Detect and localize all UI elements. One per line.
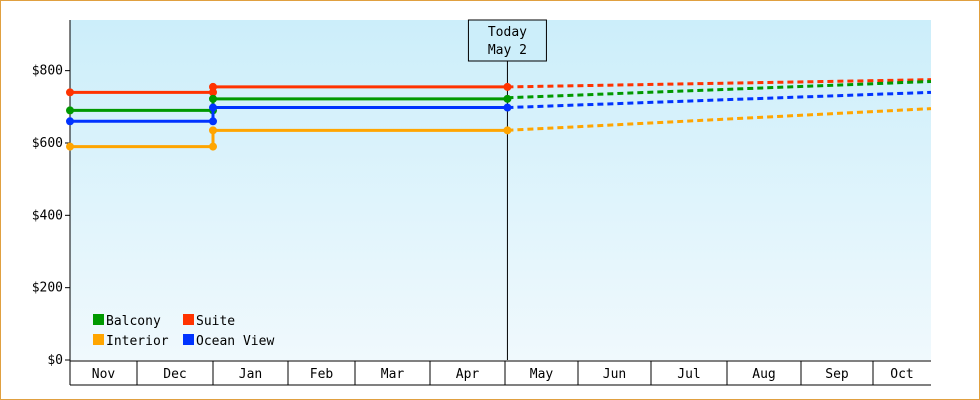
x-tick-label: Apr	[456, 367, 480, 382]
suite-forecast-line	[507, 78, 932, 89]
legend-swatch-balcony	[93, 314, 104, 325]
series-layer	[66, 78, 932, 151]
legend-label-interior: Interior	[106, 334, 169, 349]
y-tick-label: $0	[47, 353, 63, 368]
balcony-point	[209, 94, 217, 103]
series-ocean-view	[66, 90, 932, 126]
interior-point	[209, 142, 217, 151]
interior-point	[66, 142, 74, 151]
x-tick-label: Aug	[752, 367, 775, 382]
interior-point	[209, 126, 217, 135]
today-marker: Today May 2	[467, 19, 547, 360]
x-tick-label: Mar	[381, 367, 405, 382]
balcony-forecast-line	[507, 79, 932, 100]
suite-point	[209, 82, 217, 91]
interior-point	[503, 126, 512, 135]
legend-label-suite: Suite	[196, 314, 235, 329]
y-tick-label: $200	[32, 281, 63, 296]
legend: Balcony Suite Interior Ocean View	[93, 314, 274, 349]
today-box	[467, 19, 547, 62]
plot-area	[70, 20, 931, 360]
legend-label-ocean-view: Ocean View	[196, 334, 274, 349]
y-tick-label: $400	[32, 208, 63, 223]
x-tick-label: Jul	[677, 367, 700, 382]
x-tick-label: Feb	[310, 367, 334, 382]
x-tick-label: Oct	[890, 367, 913, 382]
series-suite	[66, 78, 932, 97]
ocean-view-point	[209, 103, 217, 112]
today-label: Today	[488, 25, 527, 40]
balcony-point	[66, 106, 74, 115]
month-axis: Nov Dec Jan Feb Mar Apr May Jun Jul Aug Sep Oct	[70, 360, 931, 386]
x-tick-label: Sep	[825, 367, 849, 382]
ocean-view-point	[209, 117, 217, 126]
ocean-view-point	[503, 103, 512, 112]
ocean-view-forecast-line	[507, 90, 932, 110]
x-tick-label: Dec	[163, 367, 186, 382]
legend-swatch-suite	[183, 314, 194, 325]
y-tick-label: $600	[32, 136, 63, 151]
y-tick-label: $800	[32, 64, 63, 79]
legend-swatch-ocean-view	[183, 334, 194, 345]
balcony-point	[503, 94, 512, 103]
legend-label-balcony: Balcony	[106, 314, 161, 329]
suite-point	[503, 82, 512, 91]
legend-swatch-interior	[93, 334, 104, 345]
suite-point	[66, 88, 74, 97]
ocean-view-point	[66, 117, 74, 126]
x-tick-label: May	[530, 367, 554, 382]
interior-forecast-line	[507, 107, 932, 132]
interior-actual-line	[70, 128, 508, 149]
x-tick-label: Nov	[92, 367, 116, 382]
x-tick-label: Jan	[239, 367, 262, 382]
x-tick-label: Jun	[603, 367, 626, 382]
y-axis: $0 $200 $400 $600 $800	[32, 20, 71, 385]
series-interior	[66, 107, 932, 151]
today-date: May 2	[488, 43, 527, 58]
ocean-view-actual-line	[70, 106, 508, 123]
